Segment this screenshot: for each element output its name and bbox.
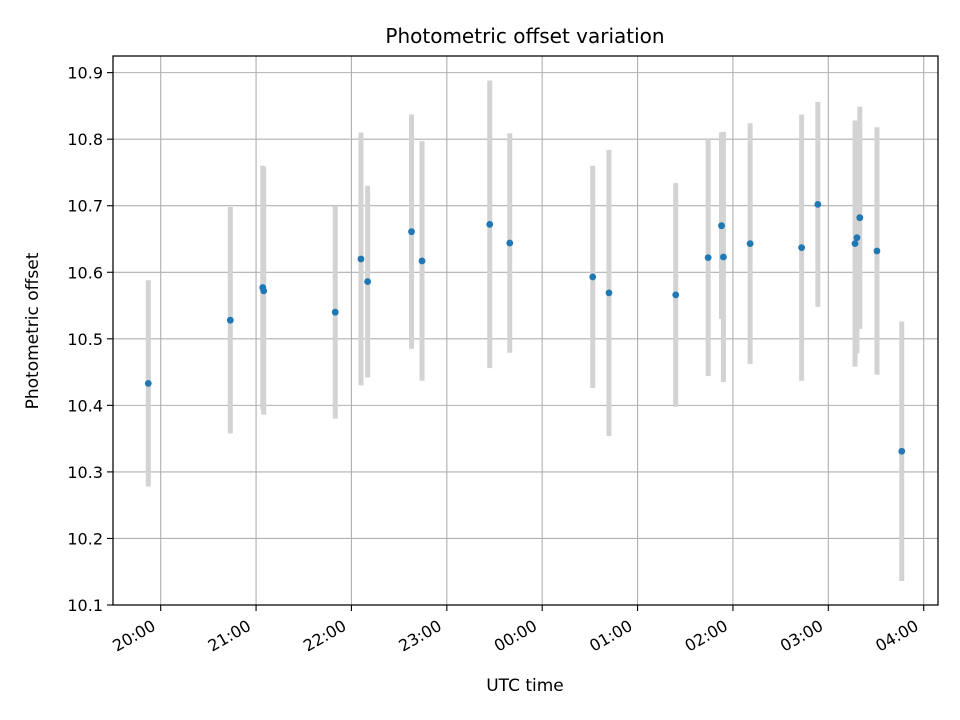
error-bars (145, 80, 905, 582)
data-point-17 (746, 240, 754, 248)
y-tick-label-2: 10.3 (67, 463, 103, 482)
x-tick-label-2: 22:00 (300, 616, 349, 656)
data-point-14 (704, 254, 712, 262)
data-point-15 (718, 222, 725, 230)
x-axis-label: UTC time (486, 676, 564, 696)
data-point-12 (605, 289, 613, 297)
x-tick-label-4: 00:00 (491, 616, 540, 656)
x-tick-label-8: 04:00 (872, 616, 921, 656)
y-axis-ticks: 10.1 10.2 10.3 10.4 10.5 10.6 10.7 10.8 10.9 (67, 64, 113, 615)
y-tick-label-1: 10.2 (67, 529, 103, 548)
data-point-20 (851, 240, 859, 248)
data-point-3 (260, 287, 268, 295)
data-point-0 (144, 380, 152, 387)
x-tick-label-5: 01:00 (586, 616, 635, 656)
data-point-9 (486, 220, 494, 228)
x-axis-ticks: 20:00 21:00 22:00 23:00 00:00 01:00 02:00 03:00… (109, 605, 925, 656)
data-point-5 (357, 255, 365, 263)
data-point-4 (331, 308, 339, 316)
data-points (144, 200, 906, 455)
data-point-18 (798, 244, 806, 252)
data-point-1 (226, 316, 234, 324)
data-point-21 (853, 234, 861, 242)
x-tick-label-0: 20:00 (109, 616, 158, 656)
x-tick-label-7: 03:00 (777, 616, 826, 656)
data-point-13 (672, 291, 680, 299)
y-tick-label-3: 10.4 (67, 396, 103, 415)
data-point-23 (873, 247, 881, 255)
y-tick-label-7: 10.8 (67, 130, 103, 149)
y-tick-label-0: 10.1 (67, 596, 103, 615)
data-point-7 (408, 228, 415, 236)
x-tick-label-6: 02:00 (682, 616, 731, 656)
data-point-24 (898, 447, 906, 455)
chart-title: Photometric offset variation (385, 24, 664, 48)
y-tick-label-6: 10.7 (67, 197, 103, 216)
y-axis-label: Photometric offset (23, 252, 43, 409)
data-point-22 (856, 214, 864, 222)
data-point-16 (720, 253, 727, 261)
y-tick-label-5: 10.6 (67, 263, 103, 282)
y-tick-label-8: 10.9 (67, 64, 103, 83)
x-tick-label-1: 21:00 (205, 616, 254, 656)
data-point-8 (418, 257, 426, 265)
data-point-10 (506, 239, 514, 247)
data-point-11 (589, 273, 597, 281)
plot-frame (112, 55, 939, 606)
x-tick-label-3: 23:00 (395, 616, 444, 656)
data-point-19 (814, 200, 822, 208)
data-point-6 (364, 278, 372, 285)
y-tick-label-4: 10.5 (67, 330, 103, 349)
grid (113, 56, 938, 606)
